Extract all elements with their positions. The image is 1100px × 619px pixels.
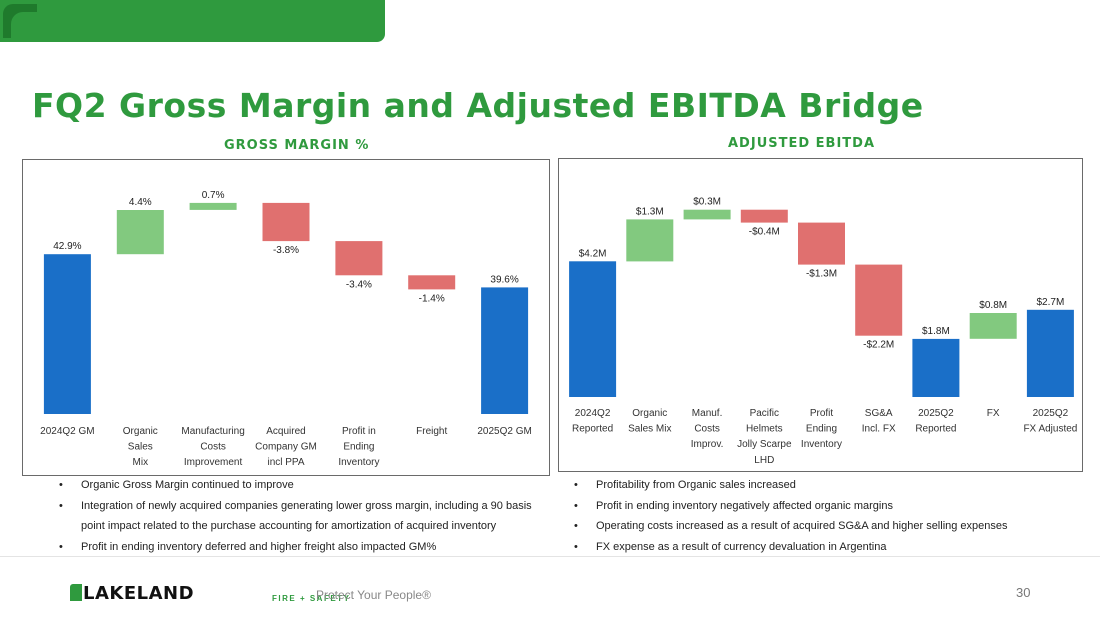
- page-title: FQ2 Gross Margin and Adjusted EBITDA Bri…: [32, 86, 924, 125]
- total-bar: [1026, 309, 1074, 397]
- category-label: FX: [987, 408, 1000, 419]
- gross-margin-chart-panel: 42.9% 2024Q2 GM 4.4% Organic Sales Mix 0.7% Man…: [22, 159, 550, 476]
- data-label: 0.7%: [202, 190, 225, 201]
- category-label: Company GM: [255, 442, 317, 453]
- total-bar: [912, 338, 960, 397]
- increase-bar: [969, 313, 1017, 339]
- data-label: -1.4%: [419, 293, 445, 304]
- data-label: -3.8%: [273, 245, 299, 256]
- increase-bar: [189, 202, 237, 210]
- ebitda-chart-title: ADJUSTED EBITDA: [728, 136, 876, 151]
- category-label: Profit: [810, 408, 834, 419]
- bullet-item: FX expense as a result of currency deval…: [570, 537, 1090, 558]
- category-label: Improvement: [184, 457, 243, 468]
- category-label: Mix: [133, 457, 149, 468]
- data-label: 4.4%: [129, 197, 152, 208]
- category-label: incl PPA: [267, 457, 304, 468]
- data-label: $0.3M: [693, 197, 721, 208]
- decrease-bar: [335, 241, 383, 276]
- footer-divider: [0, 556, 1100, 557]
- bullet-item: Profitability from Organic sales increas…: [570, 475, 1090, 496]
- category-label: LHD: [754, 455, 774, 466]
- increase-bar: [116, 210, 164, 255]
- header-bar: [0, 0, 385, 42]
- logo-subtext: FIRE + SAFETY: [272, 594, 351, 603]
- category-label: 2025Q2 GM: [477, 426, 531, 437]
- data-label: $2.7M: [1037, 297, 1065, 308]
- category-label: Inventory: [338, 457, 379, 468]
- brand-mark-icon: [3, 4, 37, 38]
- bullet-item: Profit in ending inventory deferred and …: [55, 537, 535, 558]
- category-label: Ending: [343, 442, 374, 453]
- page-number: 30: [1016, 585, 1031, 600]
- category-label: Ending: [806, 424, 837, 435]
- increase-bar: [683, 209, 731, 220]
- decrease-bar: [408, 275, 456, 290]
- decrease-bar: [262, 202, 310, 242]
- bullet-item: Profit in ending inventory negatively af…: [570, 496, 1090, 517]
- logo-mark-icon: [70, 584, 82, 601]
- total-bar: [481, 287, 529, 414]
- increase-bar: [626, 219, 674, 262]
- total-bar: [569, 261, 617, 397]
- category-label: Sales Mix: [628, 424, 671, 435]
- category-label: Costs: [694, 424, 720, 435]
- category-label: Pacific: [750, 408, 779, 419]
- category-label: Freight: [416, 426, 447, 437]
- ebitda-chart-panel: $4.2M 2024Q2 Reported $1.3M Organic Sales Mix…: [558, 158, 1083, 472]
- gross-margin-chart-title: GROSS MARGIN %: [224, 138, 370, 153]
- category-label: Manufacturing: [181, 426, 244, 437]
- category-label: Profit in: [342, 426, 376, 437]
- total-bar: [43, 254, 91, 414]
- data-label: 39.6%: [490, 274, 518, 285]
- decrease-bar: [798, 222, 845, 265]
- data-label: $0.8M: [979, 300, 1007, 311]
- ebitda-bullets: Profitability from Organic sales increas…: [570, 475, 1090, 557]
- bullet-item: Operating costs increased as a result of…: [570, 516, 1090, 537]
- footer-tagline: Protect Your People®: [316, 588, 431, 602]
- category-label: Organic: [123, 426, 158, 437]
- category-label: Improv.: [691, 439, 724, 450]
- data-label: $1.8M: [922, 326, 950, 337]
- company-logo: LAKELAND FIRE + SAFETY: [70, 583, 349, 604]
- bullet-item: Integration of newly acquired companies …: [55, 496, 535, 537]
- category-label: 2025Q2: [918, 408, 954, 419]
- gross-margin-chart: 42.9% 2024Q2 GM 4.4% Organic Sales Mix 0.7% Man…: [40, 190, 532, 468]
- category-label: Acquired: [266, 426, 305, 437]
- decrease-bar: [855, 264, 903, 336]
- category-label: Reported: [572, 424, 613, 435]
- logo-wordmark: LAKELAND: [83, 583, 195, 604]
- category-label: Manuf.: [692, 408, 723, 419]
- category-label: 2024Q2 GM: [40, 426, 94, 437]
- decrease-bar: [740, 209, 788, 223]
- data-label: -$1.3M: [806, 269, 837, 280]
- ebitda-chart: $4.2M 2024Q2 Reported $1.3M Organic Sales Mix…: [569, 197, 1077, 466]
- category-label: Inventory: [801, 439, 842, 450]
- category-label: SG&A: [865, 408, 893, 419]
- data-label: $4.2M: [579, 248, 607, 259]
- data-label: 42.9%: [53, 241, 81, 252]
- category-label: Helmets: [746, 424, 783, 435]
- category-label: Costs: [200, 442, 226, 453]
- category-label: Jolly Scarpe: [737, 439, 792, 450]
- category-label: 2024Q2: [575, 408, 611, 419]
- data-label: -3.4%: [346, 279, 372, 290]
- data-label: -$0.4M: [749, 227, 780, 238]
- category-label: 2025Q2: [1033, 408, 1069, 419]
- category-label: Sales: [128, 442, 153, 453]
- category-label: FX Adjusted: [1023, 424, 1077, 435]
- gross-margin-bullets: Organic Gross Margin continued to improv…: [55, 475, 535, 557]
- category-label: Organic: [632, 408, 667, 419]
- data-label: $1.3M: [636, 206, 664, 217]
- category-label: Incl. FX: [862, 424, 896, 435]
- category-label: Reported: [915, 424, 956, 435]
- data-label: -$2.2M: [863, 340, 894, 351]
- bullet-item: Organic Gross Margin continued to improv…: [55, 475, 535, 496]
